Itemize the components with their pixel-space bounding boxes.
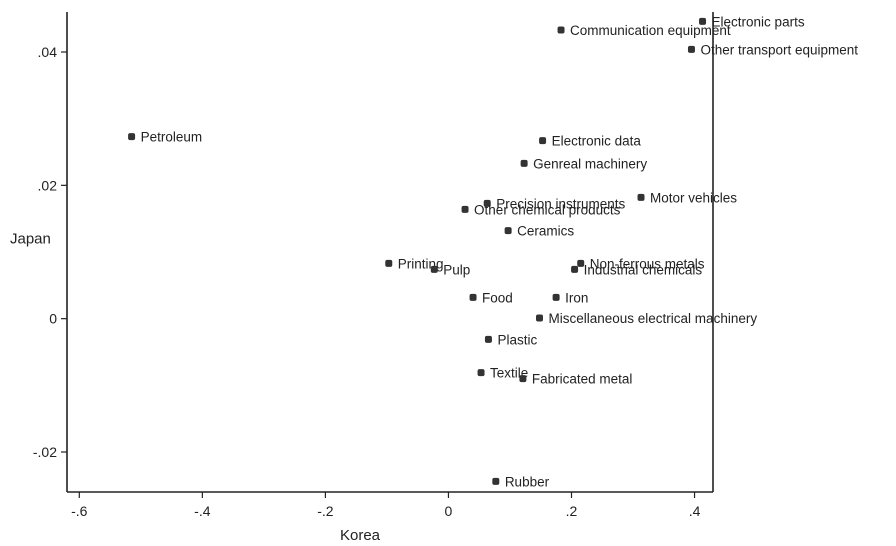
data-point <box>520 159 528 167</box>
data-point-label: Petroleum <box>141 130 203 145</box>
data-point <box>385 259 393 267</box>
x-tick-label: -.2 <box>317 503 334 519</box>
data-point-label: Iron <box>565 290 588 305</box>
data-point-label: Non-ferrous metals <box>590 256 705 271</box>
data-point-label: Motor vehicles <box>650 190 737 205</box>
y-tick-label: -.02 <box>33 444 57 460</box>
data-point-label: Electronic parts <box>712 14 805 29</box>
data-point <box>637 193 645 201</box>
data-point <box>430 265 438 273</box>
x-ticks: -.6 -.4 -.2 0 .2 .4 <box>71 492 701 519</box>
data-point <box>699 17 707 25</box>
axes <box>66 12 714 493</box>
x-tick-label: -.4 <box>194 503 211 519</box>
data-point-label: Genreal machinery <box>533 156 647 171</box>
data-point <box>536 314 544 322</box>
data-point <box>469 293 477 301</box>
data-point <box>539 137 547 145</box>
data-point <box>552 293 560 301</box>
data-point-label: Rubber <box>505 474 550 489</box>
x-tick-label: .2 <box>566 503 578 519</box>
data-point-label: Textile <box>490 366 528 381</box>
data-point <box>519 375 527 383</box>
data-point-label: Industrial chemicals <box>584 262 703 277</box>
data-point-label: Fabricated metal <box>532 372 633 387</box>
data-point-label: Miscellaneous electrical machinery <box>549 311 758 326</box>
data-point <box>492 477 500 485</box>
y-tick-label: 0 <box>49 311 57 327</box>
data-point-label: Electronic data <box>552 134 642 149</box>
data-point <box>128 133 136 141</box>
data-point <box>557 26 565 34</box>
y-tick-label: .02 <box>38 177 58 193</box>
data-point <box>571 265 579 273</box>
data-point <box>477 369 485 377</box>
x-tick-label: .4 <box>689 503 701 519</box>
data-point <box>484 335 492 343</box>
y-axis-title: Japan <box>10 231 51 248</box>
data-point-label: Pulp <box>443 262 470 277</box>
data-point <box>483 199 491 207</box>
data-point-label: Other chemical products <box>474 202 621 217</box>
data-point <box>461 205 469 213</box>
data-point <box>577 259 585 267</box>
y-tick-label: .04 <box>38 44 58 60</box>
data-point-label: Ceramics <box>517 224 574 239</box>
data-point-label: Precision instruments <box>496 196 625 211</box>
data-point <box>504 227 512 235</box>
x-axis-title: Korea <box>340 527 381 544</box>
x-tick-label: 0 <box>445 503 453 519</box>
x-tick-label: -.6 <box>71 503 88 519</box>
data-point-label: Food <box>482 290 513 305</box>
data-point-label: Plastic <box>497 332 537 347</box>
y-ticks: .04 .02 0 -.02 <box>33 44 67 460</box>
data-point-label: Other transport equipment <box>700 42 858 57</box>
data-point <box>687 45 695 53</box>
data-point-label: Communication equipment <box>570 23 731 38</box>
